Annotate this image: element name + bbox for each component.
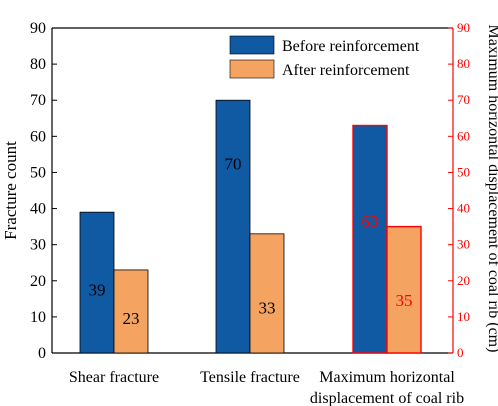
right-tick-label: 70: [457, 92, 470, 107]
right-tick-label: 0: [457, 345, 464, 360]
legend-label: Before reinforcement: [282, 38, 420, 55]
left-tick-label: 0: [38, 345, 46, 362]
x-tick-label: displacement of coal rib: [310, 390, 464, 406]
right-tick-label: 80: [457, 56, 470, 71]
bar: [249, 233, 285, 354]
x-tick-label: Shear fracture: [69, 369, 159, 386]
legend-swatch: [229, 59, 275, 79]
bar-value-label: 39: [89, 281, 106, 300]
bar-value-label: 63: [362, 212, 379, 231]
left-tick-label: 60: [30, 128, 46, 145]
bar: [79, 211, 115, 354]
y-axis-title: Fracture count: [1, 141, 20, 240]
legend-swatch: [229, 35, 275, 55]
bar-value-label: 35: [396, 291, 413, 310]
legend: Before reinforcement After reinforcement: [226, 34, 444, 84]
left-tick-label: 40: [30, 201, 46, 218]
right-tick-label: 10: [457, 309, 470, 324]
bar-value-label: 33: [259, 299, 276, 318]
bar-labels: 39 23 70 33 63 35: [89, 154, 413, 328]
bar-value-label: 70: [225, 154, 242, 173]
bars: [79, 99, 422, 354]
right-tick-label: 60: [457, 128, 470, 143]
bar-value-label: 23: [123, 309, 140, 328]
bar: [113, 269, 149, 354]
right-tick-label: 90: [457, 20, 470, 35]
category-labels: Shear fracture Tensile fracture Maximum ho…: [69, 369, 464, 406]
x-tick-label: Maximum horizontal: [319, 369, 455, 386]
left-tick-label: 80: [30, 56, 46, 73]
right-tick-label: 30: [457, 237, 470, 252]
right-tick-label: 50: [457, 164, 470, 179]
right-axis: 0 10 20 30 40 50 60 70 80 90: [448, 20, 470, 360]
right-tick-label: 40: [457, 201, 470, 216]
left-tick-label: 10: [30, 309, 46, 326]
right-y-axis-title: Maximum horizontal displacement of coal …: [485, 25, 498, 353]
left-tick-label: 70: [30, 92, 46, 109]
left-tick-label: 90: [30, 20, 46, 37]
left-tick-label: 50: [30, 164, 46, 181]
bar: [386, 225, 422, 354]
bar: [352, 124, 388, 354]
x-tick-label: Tensile fracture: [200, 369, 300, 386]
left-tick-label: 20: [30, 273, 46, 290]
bar: [215, 99, 251, 354]
left-tick-label: 30: [30, 237, 46, 254]
right-tick-label: 20: [457, 273, 470, 288]
legend-label: After reinforcement: [282, 62, 410, 79]
